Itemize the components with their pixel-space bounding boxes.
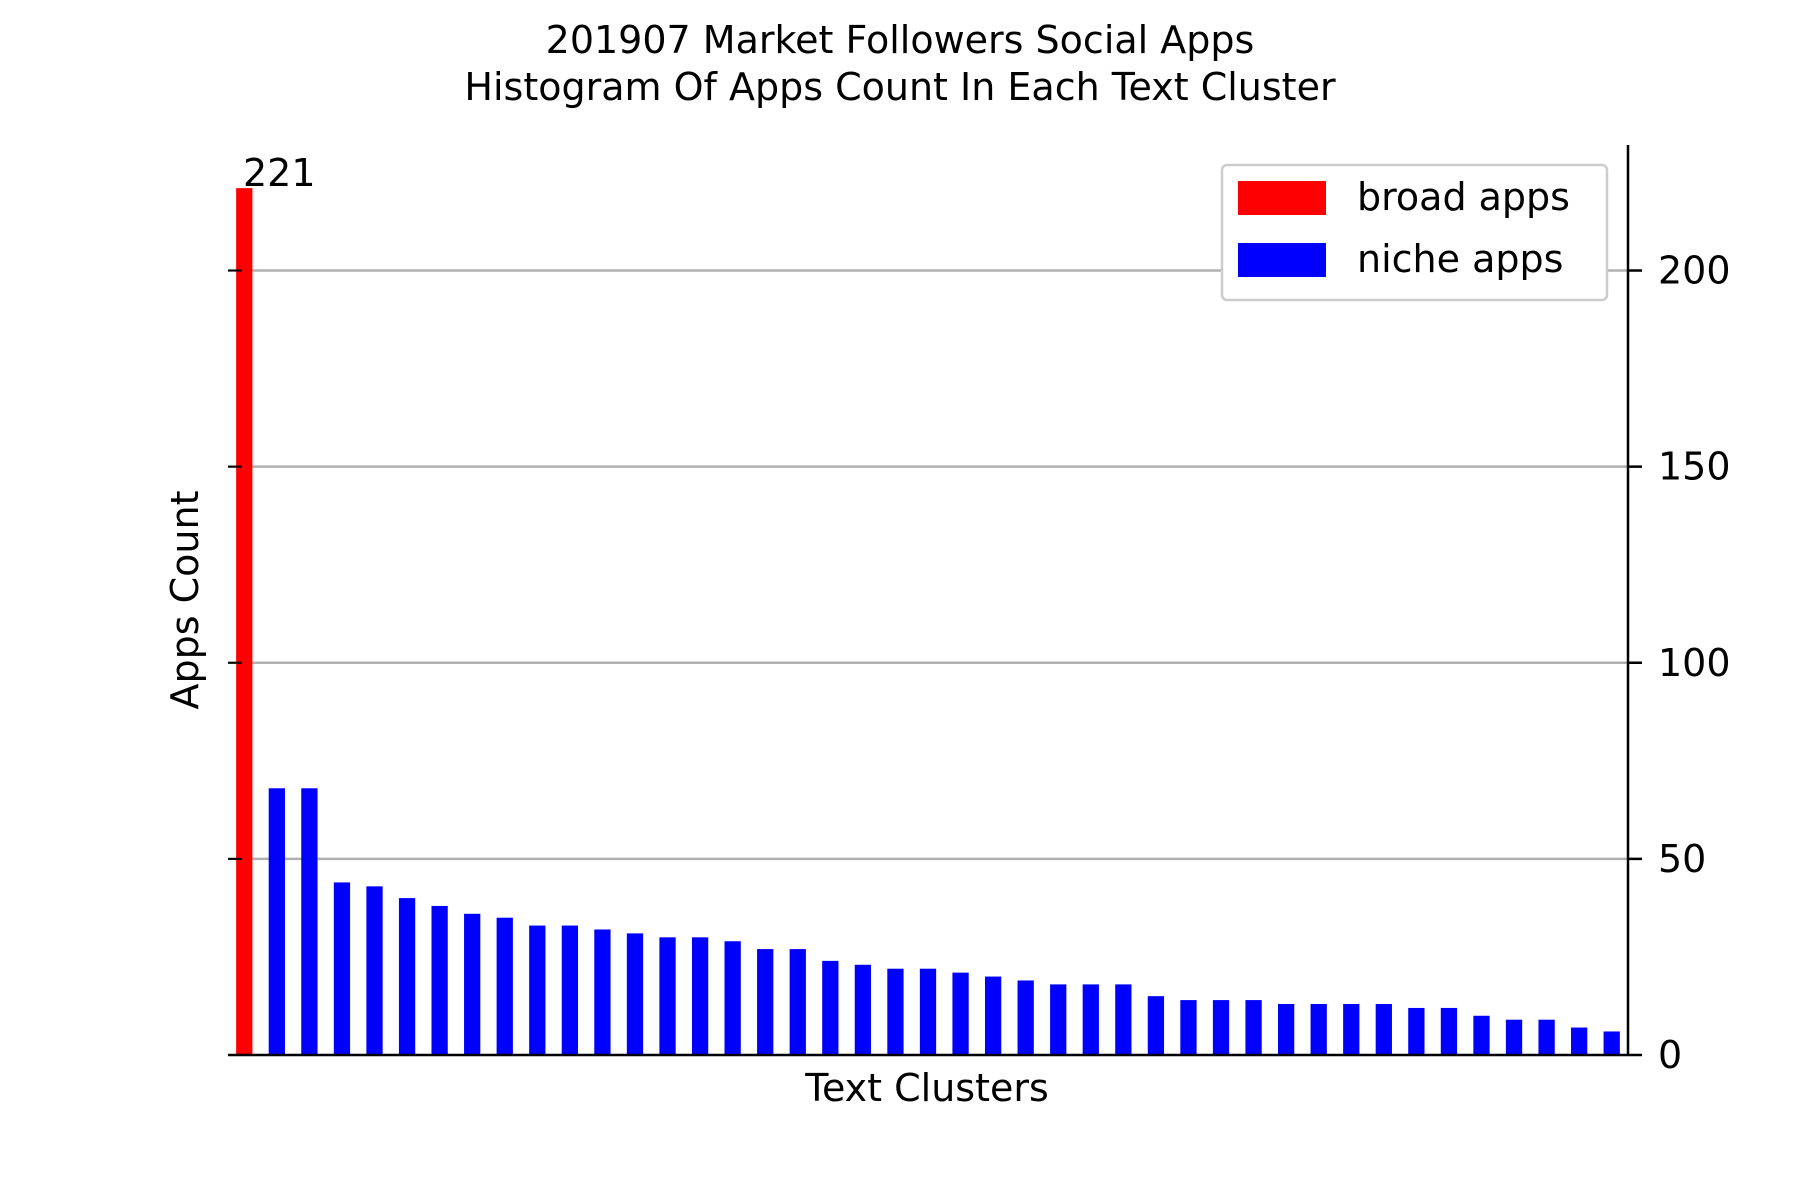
bar: [1440, 1007, 1458, 1055]
bar: [333, 882, 351, 1055]
bar: [431, 905, 448, 1055]
bar: [1375, 1004, 1392, 1055]
axes: 0 50 100 150 200: [228, 145, 1731, 1077]
bar-value-annotation: 221: [243, 151, 316, 195]
bar: [659, 937, 676, 1055]
bar: [1310, 1004, 1327, 1055]
y-tick-label: 50: [1658, 837, 1706, 881]
bar: [887, 968, 904, 1055]
bar: [854, 964, 872, 1055]
bar: [1571, 1027, 1588, 1055]
gridlines: [228, 269, 1628, 861]
bar: [1082, 984, 1099, 1055]
bar: [1538, 1019, 1555, 1055]
bar: [464, 913, 481, 1055]
legend: broad apps niche apps: [1220, 163, 1609, 302]
bar: [1147, 996, 1165, 1055]
y-tick-label: 0: [1658, 1033, 1682, 1077]
bar: [1180, 1000, 1197, 1055]
y-tick-label: 100: [1658, 641, 1731, 685]
bar: [1343, 1004, 1360, 1055]
bar: [366, 886, 383, 1055]
bar: [1115, 984, 1132, 1055]
bar: [789, 949, 806, 1055]
y-axis-label: Apps Count: [163, 491, 207, 710]
bar: [236, 188, 253, 1055]
bar: [724, 941, 741, 1055]
bar: [1603, 1031, 1620, 1055]
legend-label: broad apps: [1357, 175, 1570, 219]
bar: [822, 960, 839, 1055]
bar: [984, 976, 1002, 1055]
bar: [268, 788, 285, 1055]
bar: [301, 788, 318, 1055]
bar: [398, 898, 416, 1055]
bar: [626, 933, 644, 1055]
bar: [691, 937, 709, 1055]
bar: [952, 972, 969, 1055]
chart-title-line-1: 201907 Market Followers Social Apps: [545, 18, 1255, 62]
bar: [529, 925, 546, 1055]
y-tick-label: 150: [1658, 445, 1731, 489]
bar: [496, 917, 513, 1055]
bar: [919, 968, 937, 1055]
bars: [236, 188, 1620, 1055]
bar: [1212, 1000, 1230, 1055]
bar: [561, 925, 578, 1055]
bar: [1473, 1015, 1490, 1055]
bar: [757, 949, 774, 1055]
bar: [1050, 984, 1067, 1055]
bar: [1408, 1007, 1425, 1055]
bar: [1278, 1004, 1295, 1055]
chart-title-line-2: Histogram Of Apps Count In Each Text Clu…: [464, 65, 1336, 109]
legend-label: niche apps: [1357, 237, 1563, 281]
bar: [1017, 980, 1034, 1055]
legend-swatch: [1238, 181, 1326, 215]
y-tick-label: 200: [1658, 249, 1731, 293]
x-axis-label: Text Clusters: [804, 1066, 1049, 1110]
bar: [594, 929, 611, 1055]
legend-swatch: [1238, 243, 1326, 277]
bar: [1505, 1019, 1523, 1055]
bar: [1245, 1000, 1262, 1055]
